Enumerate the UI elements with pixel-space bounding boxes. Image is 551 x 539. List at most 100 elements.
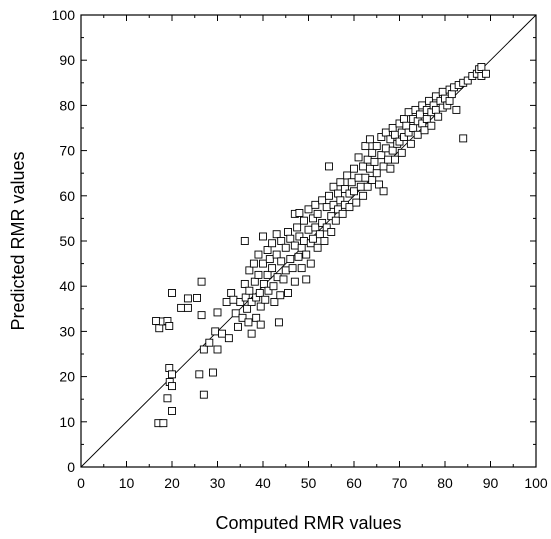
data-point (263, 246, 272, 254)
data-point (284, 228, 292, 236)
data-point (388, 124, 397, 132)
data-point (352, 198, 361, 207)
data-point (286, 234, 295, 243)
data-point (168, 382, 176, 391)
y-tick-label: 70 (59, 143, 75, 159)
data-point (288, 264, 297, 273)
data-point (327, 212, 336, 221)
data-point (391, 155, 399, 164)
data-point (240, 279, 249, 288)
data-point (329, 200, 338, 209)
data-point (168, 289, 176, 297)
data-point (359, 191, 368, 200)
data-point (284, 289, 292, 297)
x-tick-label: 80 (437, 475, 453, 491)
data-point (208, 368, 217, 377)
data-point (370, 157, 379, 166)
data-point (159, 419, 168, 428)
data-point (386, 164, 395, 173)
data-point (343, 171, 352, 180)
data-point (234, 322, 242, 331)
data-point (259, 279, 268, 288)
y-tick-label: 60 (59, 188, 75, 204)
data-point (259, 232, 267, 241)
y-tick-label: 10 (59, 414, 75, 430)
data-point (354, 173, 363, 182)
data-point (411, 105, 420, 114)
data-point (269, 282, 278, 291)
data-point (265, 255, 274, 264)
y-tick-label: 30 (59, 323, 75, 339)
data-point (155, 324, 164, 333)
data-point (350, 187, 358, 196)
x-tick-label: 60 (346, 475, 362, 491)
data-point (270, 298, 279, 306)
data-point (318, 196, 327, 205)
data-point (372, 169, 381, 178)
data-point (431, 105, 440, 114)
data-point (322, 203, 331, 212)
data-point (336, 178, 345, 187)
data-point (297, 243, 306, 252)
data-point (274, 318, 283, 327)
data-point (213, 345, 222, 354)
data-point (277, 257, 286, 266)
data-point (168, 370, 176, 379)
data-point (372, 142, 381, 151)
data-point (294, 252, 303, 261)
data-point (245, 286, 254, 295)
data-point (425, 96, 434, 105)
data-point (313, 243, 322, 252)
data-point (482, 69, 490, 78)
data-point (238, 313, 247, 322)
data-point (222, 298, 231, 306)
x-axis-title: Computed RMR values (215, 513, 401, 533)
data-point (329, 182, 338, 191)
data-point (363, 155, 372, 164)
data-point (277, 237, 286, 245)
data-point (320, 237, 329, 245)
y-tick-labels: 0 10 20 30 40 50 60 70 80 90 100 (52, 7, 76, 475)
data-point (276, 291, 285, 300)
data-point (379, 162, 388, 171)
x-tick-label: 30 (210, 475, 226, 491)
y-tick-label: 90 (59, 52, 75, 68)
data-point (290, 277, 299, 286)
data-point (302, 275, 311, 284)
data-points (152, 63, 490, 428)
data-point (252, 313, 261, 322)
data-point (245, 266, 254, 275)
data-point (340, 185, 349, 193)
data-point (413, 130, 422, 139)
y-tick-label: 100 (52, 7, 76, 23)
x-tick-label: 90 (483, 475, 499, 491)
data-point (211, 327, 220, 336)
data-point (177, 303, 186, 312)
data-point (347, 178, 356, 187)
data-point (379, 187, 388, 196)
data-point (416, 110, 424, 119)
x-tick-label: 10 (119, 475, 135, 491)
y-tick-label: 50 (59, 233, 75, 249)
data-point (304, 225, 313, 234)
data-point (286, 255, 295, 264)
data-point (295, 209, 304, 217)
data-point (163, 394, 172, 403)
data-point (254, 250, 263, 259)
data-point (256, 320, 265, 329)
data-point (183, 294, 192, 303)
data-point (361, 173, 370, 182)
data-point (445, 96, 454, 105)
x-tick-labels: 0 10 20 30 40 50 60 70 80 90 100 (77, 475, 548, 491)
data-point (377, 133, 386, 141)
data-point (247, 298, 256, 306)
data-point (434, 112, 443, 121)
data-point (356, 182, 365, 191)
data-point (331, 216, 340, 225)
data-point (375, 180, 383, 189)
data-point (325, 191, 333, 200)
data-point (306, 259, 315, 268)
x-tick-label: 0 (77, 475, 85, 491)
data-point (368, 148, 377, 157)
data-point (409, 124, 418, 132)
